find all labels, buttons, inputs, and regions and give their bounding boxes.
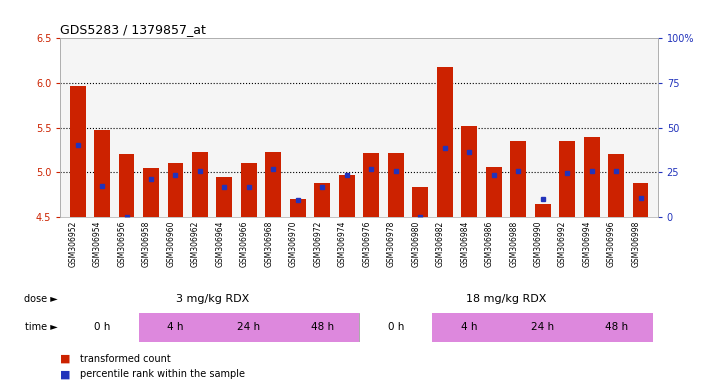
Text: GSM306984: GSM306984 [460, 220, 469, 267]
Bar [535, 204, 550, 217]
Bar [486, 167, 502, 217]
Bar [432, 313, 506, 342]
Text: GSM306958: GSM306958 [142, 220, 151, 267]
Text: 0 h: 0 h [387, 322, 404, 333]
Text: 4 h: 4 h [167, 322, 183, 333]
Text: GSM306990: GSM306990 [534, 220, 542, 267]
Text: GSM306972: GSM306972 [314, 220, 322, 267]
Bar [314, 183, 331, 217]
Text: GSM306956: GSM306956 [117, 220, 127, 267]
Text: GSM306952: GSM306952 [68, 220, 77, 267]
Text: GSM306986: GSM306986 [485, 220, 493, 267]
Text: GSM306994: GSM306994 [582, 220, 592, 267]
Bar [192, 152, 208, 217]
Text: GSM306978: GSM306978 [387, 220, 396, 267]
Text: 24 h: 24 h [237, 322, 260, 333]
Text: GSM306970: GSM306970 [289, 220, 298, 267]
Text: GSM306962: GSM306962 [191, 220, 200, 267]
Text: GSM306996: GSM306996 [607, 220, 616, 267]
Bar [143, 168, 159, 217]
Bar [168, 164, 183, 217]
Text: GSM306964: GSM306964 [215, 220, 225, 267]
Bar [70, 86, 85, 217]
Bar [506, 313, 579, 342]
Bar [286, 313, 359, 342]
Bar [359, 313, 432, 342]
Bar [119, 154, 134, 217]
Text: transformed count: transformed count [80, 354, 171, 364]
Bar [461, 126, 477, 217]
Text: GSM306998: GSM306998 [631, 220, 641, 267]
Text: ■: ■ [60, 354, 71, 364]
Text: GSM306982: GSM306982 [436, 220, 444, 266]
Bar [65, 313, 139, 342]
Bar [94, 130, 110, 217]
Text: 18 mg/kg RDX: 18 mg/kg RDX [466, 293, 546, 304]
Text: GSM306976: GSM306976 [363, 220, 371, 267]
Text: 0 h: 0 h [94, 322, 110, 333]
Bar [584, 137, 599, 217]
Bar [212, 313, 286, 342]
Text: ■: ■ [60, 369, 71, 379]
Text: GSM306954: GSM306954 [93, 220, 102, 267]
Bar [363, 153, 379, 217]
Text: GDS5283 / 1379857_at: GDS5283 / 1379857_at [60, 23, 206, 36]
Bar [387, 153, 404, 217]
Bar [216, 177, 232, 217]
Bar [559, 141, 575, 217]
Text: 24 h: 24 h [531, 322, 554, 333]
Text: percentile rank within the sample: percentile rank within the sample [80, 369, 245, 379]
Bar [608, 154, 624, 217]
Text: GSM306992: GSM306992 [558, 220, 567, 267]
Text: 48 h: 48 h [604, 322, 628, 333]
Text: GSM306968: GSM306968 [264, 220, 274, 267]
Bar [510, 141, 526, 217]
Text: dose ►: dose ► [24, 293, 58, 304]
Text: GSM306966: GSM306966 [240, 220, 249, 267]
Text: GSM306960: GSM306960 [166, 220, 176, 267]
Text: time ►: time ► [25, 322, 58, 333]
Bar [339, 175, 355, 217]
Text: 4 h: 4 h [461, 322, 478, 333]
Bar [139, 313, 212, 342]
Bar [437, 67, 453, 217]
Bar [579, 313, 653, 342]
Bar [265, 152, 282, 217]
Text: GSM306988: GSM306988 [509, 220, 518, 266]
Text: 3 mg/kg RDX: 3 mg/kg RDX [176, 293, 249, 304]
Bar [290, 199, 306, 217]
Text: 48 h: 48 h [311, 322, 334, 333]
Text: GSM306980: GSM306980 [411, 220, 420, 267]
Bar [633, 183, 648, 217]
Bar [412, 187, 428, 217]
Text: GSM306974: GSM306974 [338, 220, 347, 267]
Bar [241, 164, 257, 217]
